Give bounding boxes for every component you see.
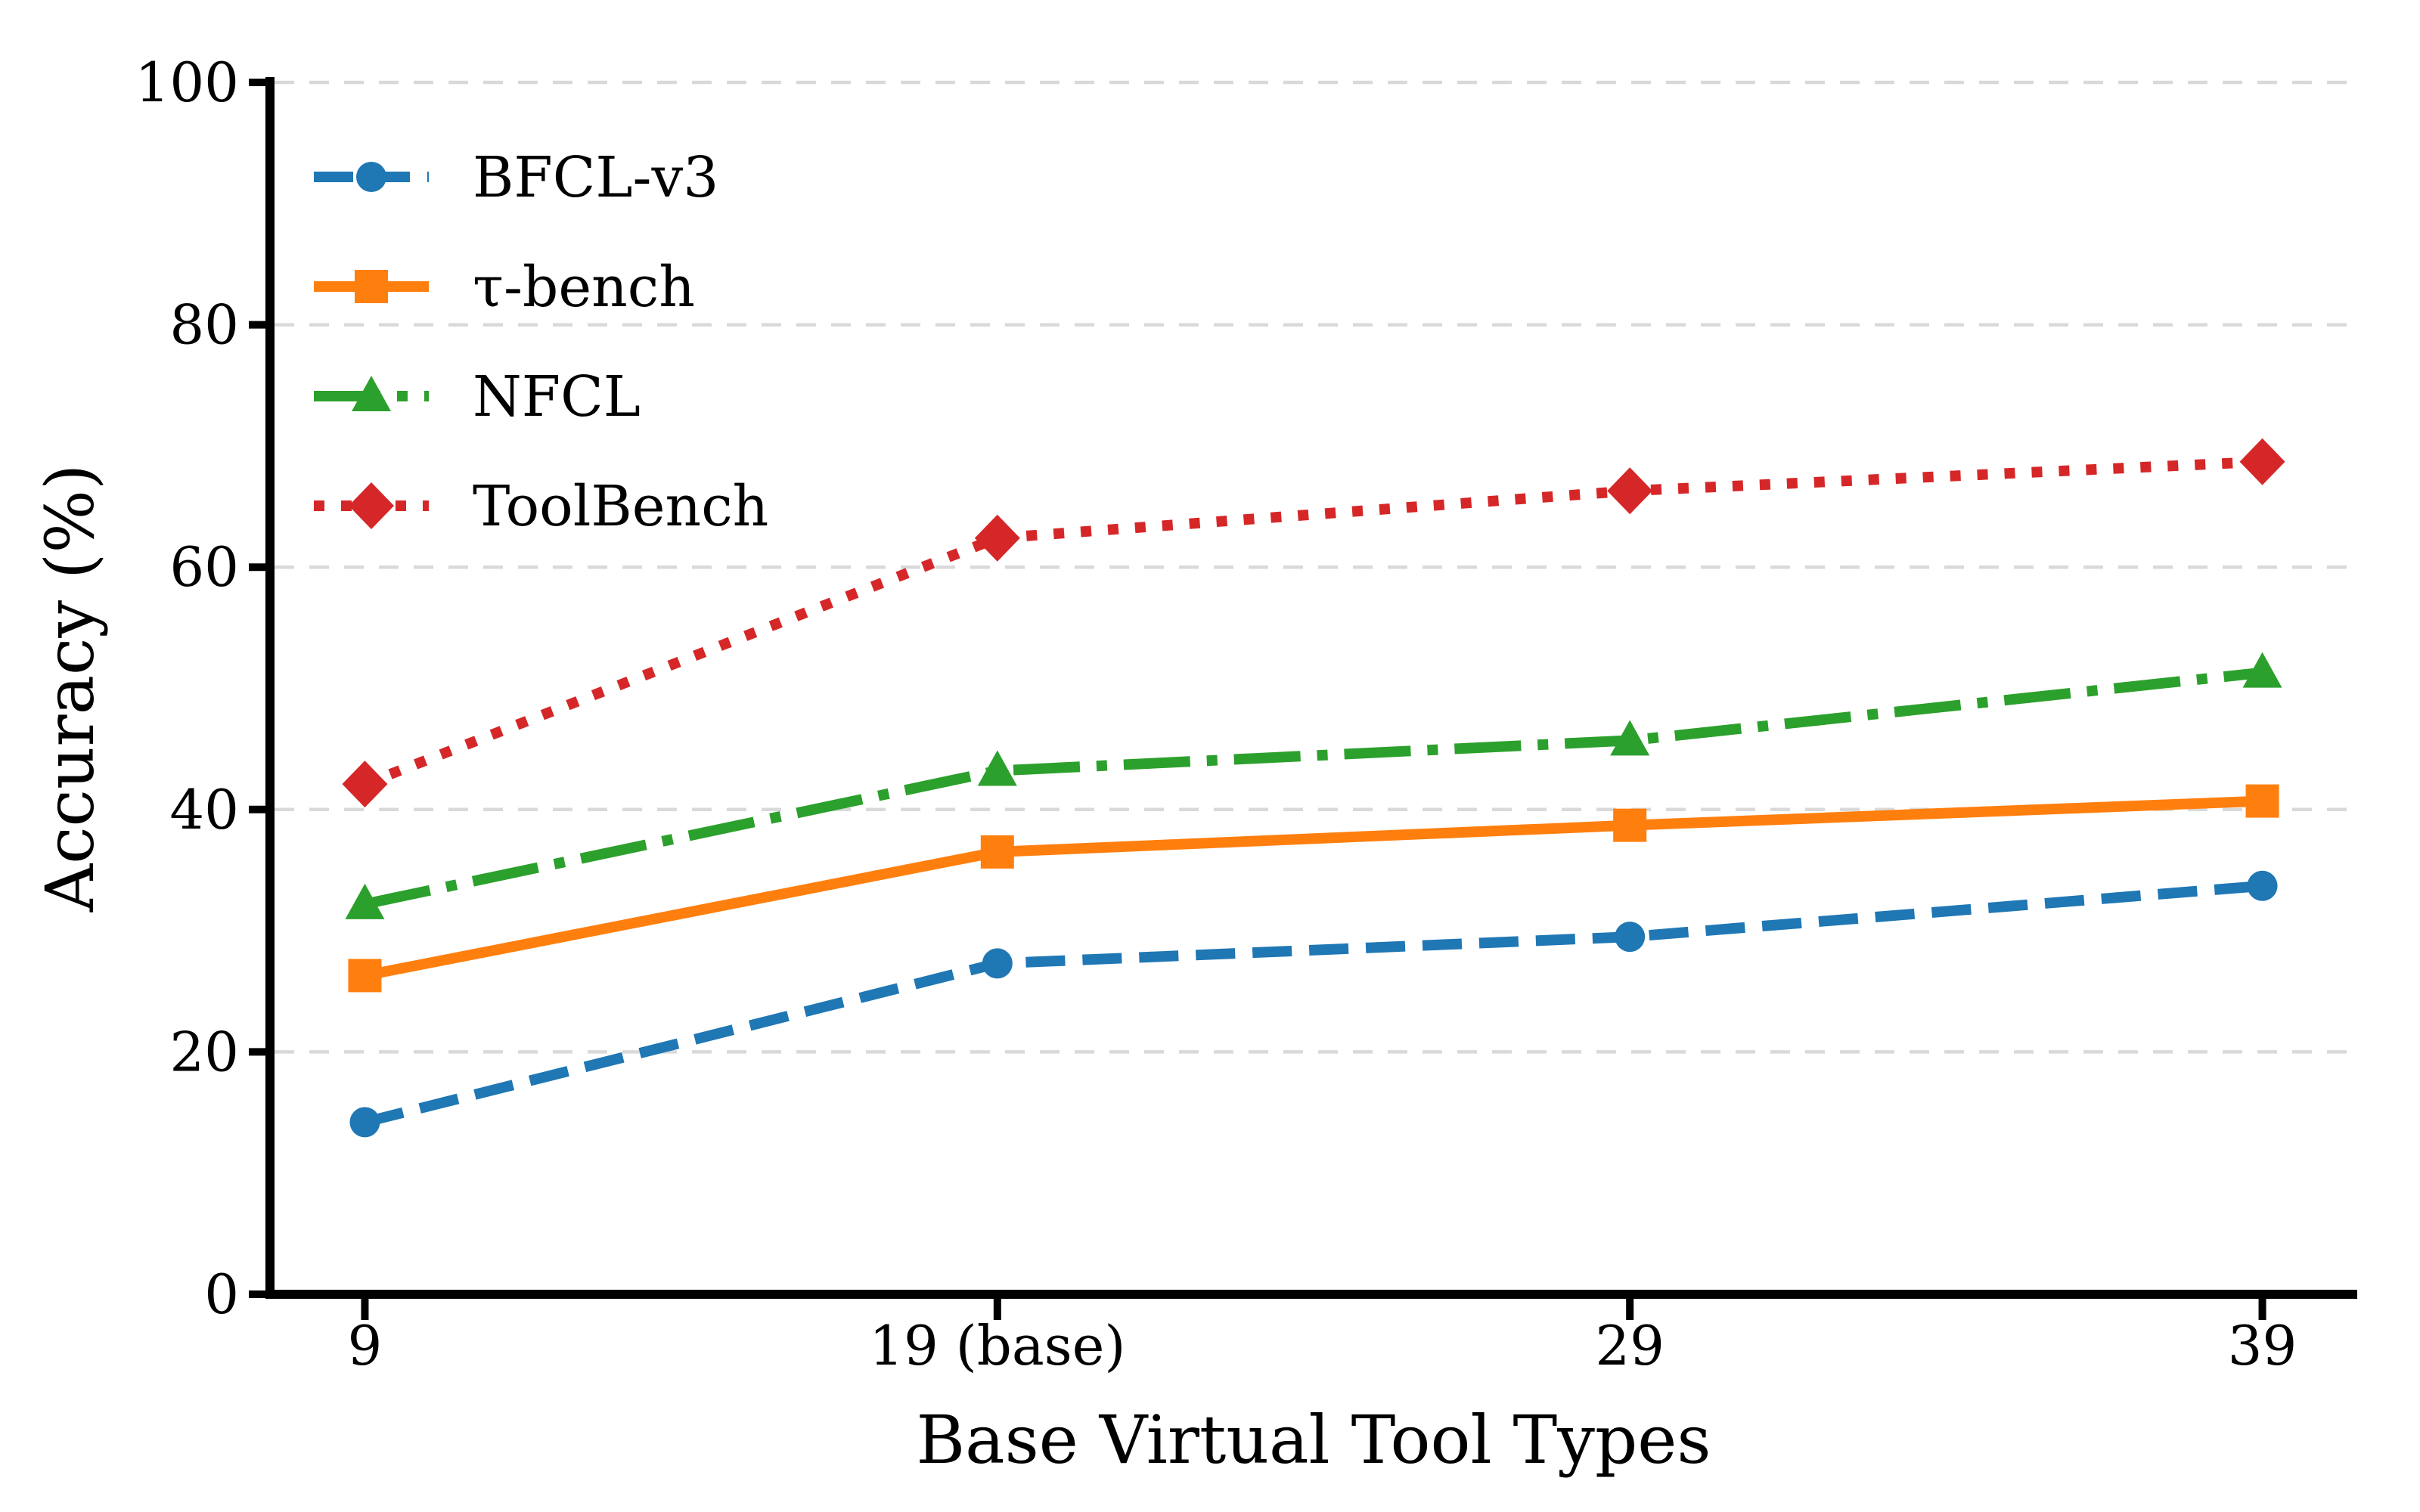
legend-label-BFCL-v3: BFCL-v3 (473, 145, 718, 210)
legend-label-ToolBench: ToolBench (473, 474, 768, 539)
x-axis-label: Base Virtual Tool Types (916, 1401, 1711, 1479)
legend: BFCL-v3 τ-bench NFCL ToolBench (314, 145, 768, 539)
legend-item-NFCL: NFCL (314, 364, 641, 429)
y-tick-label-40: 40 (169, 778, 239, 841)
series-marker-NFCL-29 (1610, 720, 1650, 756)
x-tick-label-9: 9 (348, 1314, 383, 1377)
x-tick-label-39: 39 (2228, 1314, 2297, 1377)
legend-label-τ-bench: τ-bench (473, 255, 695, 320)
axes-spines (265, 77, 2357, 1299)
series-marker-ToolBench-29 (1607, 467, 1653, 515)
x-tick-label-29: 29 (1595, 1314, 1665, 1377)
series-marker-BFCL-v3-39 (2247, 870, 2278, 901)
y-tick-label-80: 80 (169, 293, 239, 357)
series-marker-ToolBench-9 (342, 761, 388, 808)
legend-marker-ToolBench (349, 482, 394, 529)
x-tick-label-19: 19 (base) (869, 1314, 1125, 1377)
series-marker-τ-bench-39 (2245, 784, 2279, 818)
tick-labels: 0 20 40 60 80 100 9 19 (base) 29 39 (135, 51, 2297, 1377)
legend-label-NFCL: NFCL (473, 364, 641, 429)
legend-marker-BFCL-v3 (356, 162, 386, 192)
series-marker-τ-bench-9 (348, 959, 382, 993)
gridlines (275, 80, 2357, 1054)
legend-marker-NFCL (352, 376, 391, 411)
y-tick-label-100: 100 (135, 51, 239, 114)
series-marker-BFCL-v3-19 (base) (982, 948, 1013, 979)
series-marker-NFCL-39 (2242, 652, 2282, 688)
series-marker-BFCL-v3-9 (349, 1107, 380, 1138)
series-marker-τ-bench-29 (1613, 808, 1647, 842)
series-line-BFCL-v3 (363, 880, 2263, 1128)
legend-item-τ-bench: τ-bench (314, 255, 695, 320)
series-line-τ-bench (364, 795, 2263, 981)
data-series (342, 438, 2285, 1138)
legend-item-BFCL-v3: BFCL-v3 (314, 145, 718, 210)
series-marker-NFCL-9 (345, 883, 385, 919)
axis-ticks (249, 79, 2266, 1320)
y-tick-label-60: 60 (169, 535, 239, 599)
series-marker-ToolBench-39 (2239, 438, 2285, 485)
y-tick-label-0: 0 (204, 1263, 239, 1326)
series-marker-BFCL-v3-29 (1615, 922, 1646, 953)
series-line-NFCL (364, 667, 2263, 909)
series-marker-NFCL-19 (base) (977, 750, 1017, 786)
legend-item-ToolBench: ToolBench (314, 474, 768, 539)
legend-marker-τ-bench (355, 270, 388, 303)
series-marker-ToolBench-19 (base) (974, 514, 1020, 562)
y-axis-label: Accuracy (%) (31, 464, 109, 913)
y-tick-label-20: 20 (169, 1020, 239, 1083)
series-marker-τ-bench-19 (base) (980, 835, 1014, 869)
